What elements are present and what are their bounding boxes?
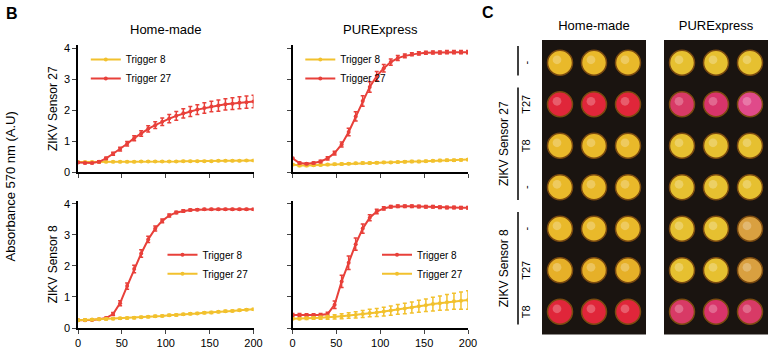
svg-text:Trigger 27: Trigger 27 xyxy=(203,269,249,280)
svg-text:0: 0 xyxy=(64,166,70,178)
svg-text:4: 4 xyxy=(64,198,70,210)
svg-text:Trigger 27: Trigger 27 xyxy=(126,73,172,84)
svg-text:Home-made: Home-made xyxy=(130,22,202,37)
svg-text:100: 100 xyxy=(371,337,389,349)
svg-text:Trigger 27: Trigger 27 xyxy=(340,73,386,84)
svg-text:ZIKV Sensor 8: ZIKV Sensor 8 xyxy=(46,225,60,303)
svg-text:PURExpress: PURExpress xyxy=(679,18,754,33)
svg-text:B: B xyxy=(6,5,18,22)
svg-text:Trigger 27: Trigger 27 xyxy=(417,269,463,280)
svg-text:-: - xyxy=(520,185,532,189)
svg-text:Home-made: Home-made xyxy=(558,18,630,33)
svg-text:T8: T8 xyxy=(520,305,532,318)
svg-text:T8: T8 xyxy=(520,139,532,152)
svg-text:ZIKV Sensor 27: ZIKV Sensor 27 xyxy=(46,66,60,151)
svg-text:4: 4 xyxy=(64,42,70,54)
svg-text:0: 0 xyxy=(289,337,295,349)
svg-text:3: 3 xyxy=(64,229,70,241)
svg-text:0: 0 xyxy=(64,322,70,334)
svg-text:C: C xyxy=(482,4,494,21)
svg-text:T27: T27 xyxy=(520,95,532,114)
svg-text:150: 150 xyxy=(200,337,218,349)
svg-text:50: 50 xyxy=(116,337,128,349)
svg-text:Trigger 8: Trigger 8 xyxy=(340,54,380,65)
svg-text:Trigger 8: Trigger 8 xyxy=(126,54,166,65)
svg-text:200: 200 xyxy=(459,337,477,349)
svg-text:3: 3 xyxy=(64,73,70,85)
svg-text:100: 100 xyxy=(157,337,175,349)
svg-text:0: 0 xyxy=(75,337,81,349)
svg-text:ZIKV Sensor 27: ZIKV Sensor 27 xyxy=(497,101,511,186)
svg-text:2: 2 xyxy=(64,104,70,116)
svg-text:50: 50 xyxy=(330,337,342,349)
svg-text:1: 1 xyxy=(64,291,70,303)
svg-text:PURExpress: PURExpress xyxy=(343,22,418,37)
svg-text:200: 200 xyxy=(244,337,262,349)
svg-text:-: - xyxy=(520,61,532,65)
svg-text:ZIKV Sensor 8: ZIKV Sensor 8 xyxy=(497,229,511,307)
svg-text:Trigger 8: Trigger 8 xyxy=(417,250,457,261)
svg-text:1: 1 xyxy=(64,135,70,147)
svg-text:Trigger 8: Trigger 8 xyxy=(203,250,243,261)
svg-text:-: - xyxy=(520,227,532,231)
svg-text:Absorbance 570 nm (A.U): Absorbance 570 nm (A.U) xyxy=(3,111,18,261)
svg-text:150: 150 xyxy=(415,337,433,349)
svg-text:2: 2 xyxy=(64,260,70,272)
svg-text:T27: T27 xyxy=(520,261,532,280)
